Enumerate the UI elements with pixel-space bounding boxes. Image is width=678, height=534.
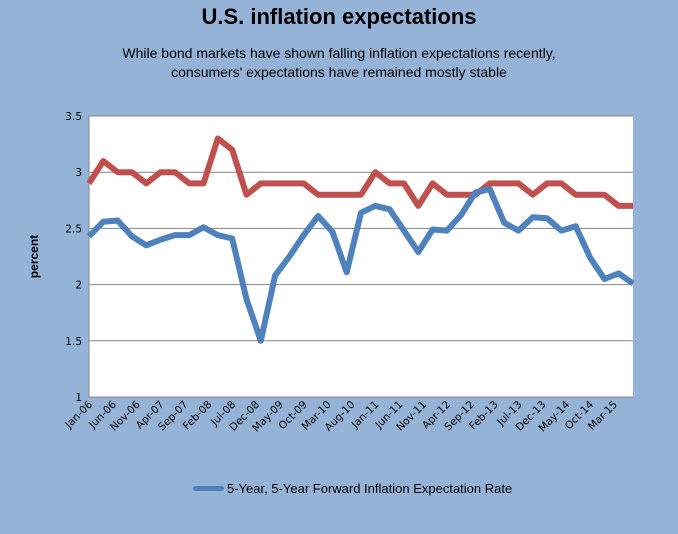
y-tick-label: 1	[75, 392, 82, 404]
subtitle-line-2: consumers' expectations have remained mo…	[171, 64, 507, 80]
y-tick-label: 1.5	[65, 336, 82, 348]
y-axis-ticks: 1 1.5 2 2.5 3 3.5	[65, 111, 82, 404]
legend-label: 5-Year, 5-Year Forward Inflation Expecta…	[227, 481, 513, 496]
y-axis-label: percent	[27, 235, 41, 278]
plot-area	[89, 116, 633, 397]
legend-swatch-blue	[193, 486, 224, 491]
x-axis-ticks: Jan-06Jun-06Nov-06Apr-07Sep-07Feb-08Jul-…	[62, 398, 620, 434]
chart-subtitle: While bond markets have shown falling in…	[0, 44, 678, 82]
subtitle-line-1: While bond markets have shown falling in…	[122, 45, 556, 61]
legend: 5-Year, 5-Year Forward Inflation Expecta…	[193, 481, 512, 496]
y-tick-label: 3.5	[65, 111, 82, 123]
y-tick-label: 2.5	[65, 223, 82, 235]
y-tick-label: 3	[75, 167, 82, 179]
gridlines	[88, 115, 633, 397]
chart-title: U.S. inflation expectations	[201, 4, 477, 29]
y-tick-label: 2	[75, 280, 82, 292]
series-group	[86, 135, 635, 344]
